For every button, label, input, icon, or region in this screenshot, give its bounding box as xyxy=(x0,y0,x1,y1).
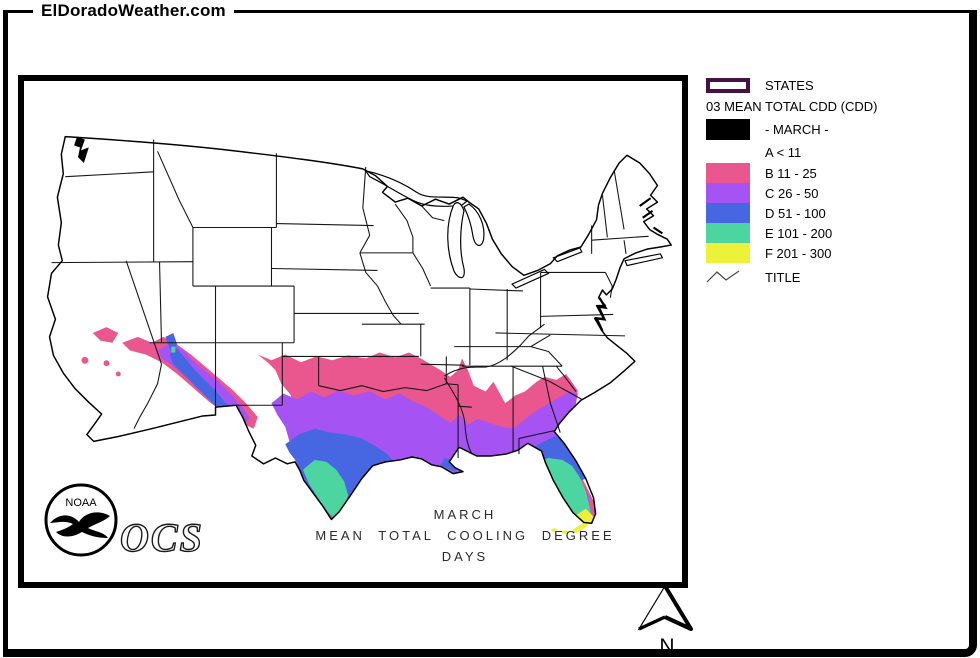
lake-ontario xyxy=(552,247,583,263)
caption-month: MARCH xyxy=(433,507,497,522)
caption-subject: MEAN TOTAL COOLING DEGREE DAYS xyxy=(315,528,615,564)
long-island xyxy=(624,253,664,267)
band-f-yellow-keys xyxy=(551,522,589,535)
lake-michigan xyxy=(447,202,465,279)
legend-class-row: F 201 - 300 xyxy=(706,243,972,263)
ocs-logo: OCS xyxy=(119,514,204,560)
north-arrow-shade-left xyxy=(638,615,666,631)
legend-class-row: C 26 - 50 xyxy=(706,183,972,203)
legend-month-row: - MARCH - xyxy=(706,119,972,140)
class-f-swatch xyxy=(706,243,750,263)
lake-erie xyxy=(511,268,550,289)
pink-speck xyxy=(115,371,121,377)
great-lakes xyxy=(364,169,583,289)
noaa-text: NOAA xyxy=(65,497,97,509)
legend-class-row: E 101 - 200 xyxy=(706,223,972,243)
legend-states-row: STATES xyxy=(706,78,972,93)
states-swatch xyxy=(706,78,750,93)
north-label: N xyxy=(659,635,674,658)
month-swatch xyxy=(706,119,750,140)
map-panel xyxy=(18,75,688,588)
class-a-swatch xyxy=(706,143,750,163)
ocs-text: OCS xyxy=(120,515,204,560)
month-label: - MARCH - xyxy=(765,122,829,137)
legend-class-row: A < 11 xyxy=(706,144,972,161)
class-f-label: F 201 - 300 xyxy=(765,245,832,261)
class-d-swatch xyxy=(706,203,750,223)
pink-speck xyxy=(81,356,89,364)
class-e-swatch xyxy=(706,223,750,243)
lake-superior xyxy=(364,169,469,207)
map-caption: MARCH MEAN TOTAL COOLING DEGREE DAYS xyxy=(300,504,630,567)
map-legend: STATES 03 MEAN TOTAL CDD (CDD) - MARCH -… xyxy=(706,78,972,290)
lake-huron xyxy=(463,203,485,246)
class-a-label: A < 11 xyxy=(765,145,802,160)
class-b-label: B 11 - 25 xyxy=(765,165,817,181)
band-b-pink-ca-coast xyxy=(92,327,119,343)
legend-class-row: D 51 - 100 xyxy=(706,203,972,223)
title-line-wrap xyxy=(706,267,750,287)
class-c-swatch xyxy=(706,183,750,203)
noaa-bird-icon xyxy=(50,512,110,538)
zigzag-line-icon xyxy=(706,270,740,283)
puget-sound xyxy=(74,136,89,164)
class-b-swatch xyxy=(706,163,750,183)
band-e-green-speck xyxy=(171,346,176,353)
page-frame xyxy=(3,10,977,657)
legend-classes: A < 11 B 11 - 25 C 26 - 50 D 51 - 100 E … xyxy=(706,144,972,263)
maine-coast xyxy=(639,197,663,235)
north-arrow-shade xyxy=(663,584,693,631)
legend-title-row: TITLE xyxy=(706,267,972,287)
pink-speck xyxy=(103,360,110,367)
legend-class-row: B 11 - 25 xyxy=(706,163,972,183)
us-states-map xyxy=(46,135,672,535)
title-label: TITLE xyxy=(765,269,801,285)
site-title: ElDoradoWeather.com xyxy=(33,1,234,21)
north-arrow-icon xyxy=(637,584,693,631)
class-d-label: D 51 - 100 xyxy=(765,205,826,221)
noaa-logo: NOAA xyxy=(44,483,118,557)
coast-accents xyxy=(74,136,664,332)
chesapeake-bay xyxy=(594,297,608,332)
class-e-label: E 101 - 200 xyxy=(765,225,833,241)
band-e-green-texas xyxy=(302,459,349,521)
band-d-blue-texas xyxy=(285,428,396,523)
legend-layer-title: 03 MEAN TOTAL CDD (CDD) xyxy=(706,99,878,114)
band-d-blue-colorado-river xyxy=(165,332,235,419)
class-c-label: C 26 - 50 xyxy=(765,185,819,201)
north-arrow: N xyxy=(637,584,693,658)
states-label: STATES xyxy=(765,78,814,93)
state-boundaries xyxy=(51,139,649,458)
